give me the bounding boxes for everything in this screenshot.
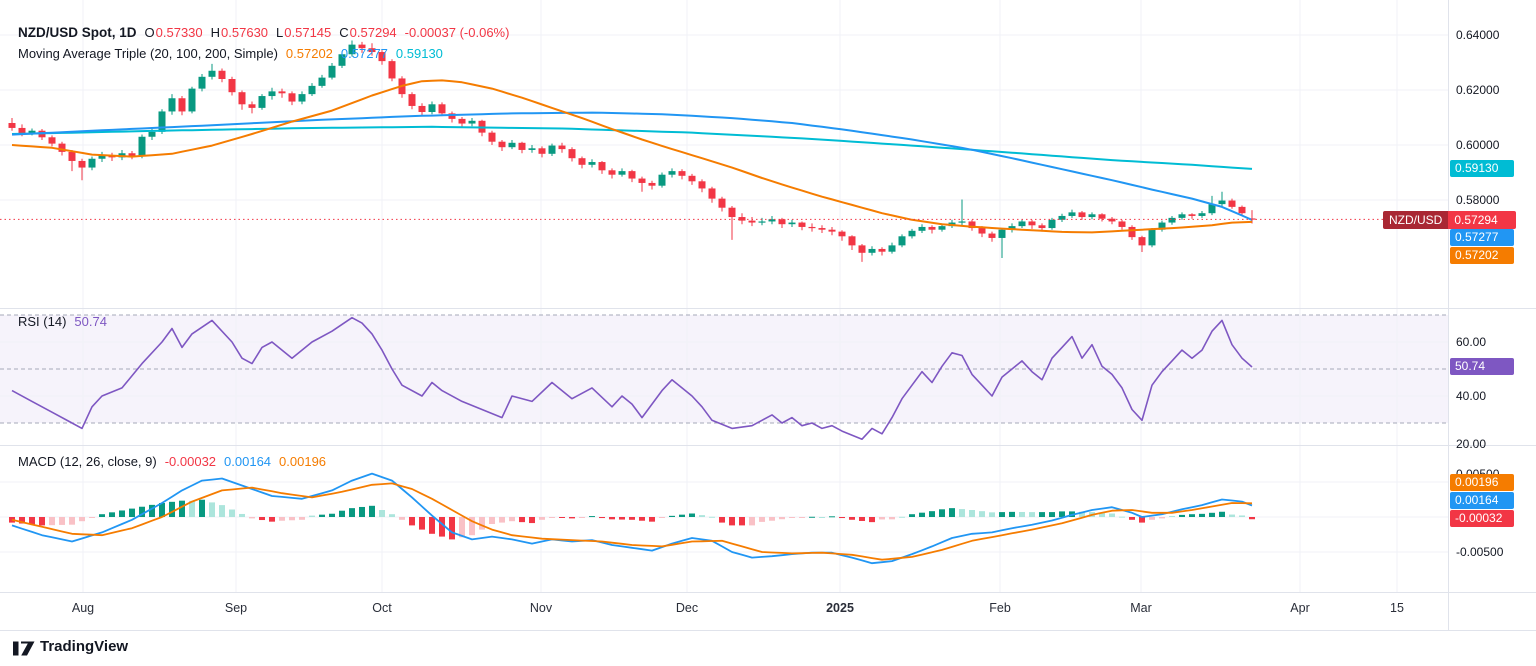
time-tick-label: Aug bbox=[71, 601, 95, 615]
axis-label: 20.00 bbox=[1456, 437, 1487, 451]
ohlc-close: C 0.57294 bbox=[339, 25, 397, 40]
axis-value-badge: 50.74 bbox=[1450, 358, 1514, 375]
price-scale[interactable]: 0.64000 0.62000 0.60000 0.58000 60.00 40.00 20… bbox=[1383, 0, 1536, 630]
ma20-value: 0.57202 bbox=[285, 46, 333, 61]
macd-line bbox=[11, 472, 1253, 565]
pane-separator[interactable] bbox=[0, 445, 1536, 446]
macd-signal-value: 0.00196 bbox=[279, 454, 327, 469]
rsi-value: 50.74 bbox=[74, 314, 107, 329]
ma-indicator-title: Moving Average Triple (20, 100, 200, Sim… bbox=[18, 46, 278, 61]
time-tick-label: Sep bbox=[224, 601, 248, 615]
rsi-legend-row[interactable]: RSI (14) 50.74 bbox=[18, 311, 107, 332]
footer-separator bbox=[0, 630, 1536, 631]
axis-label: 0.64000 bbox=[1456, 28, 1500, 42]
axis-label: 0.58000 bbox=[1456, 193, 1500, 207]
axis-label: -0.00500 bbox=[1456, 545, 1504, 559]
macd-hist-value: -0.00032 bbox=[164, 454, 217, 469]
time-tick-label: Nov bbox=[529, 601, 553, 615]
tradingview-logo-icon[interactable] bbox=[13, 641, 35, 656]
rsi-line bbox=[11, 316, 1253, 440]
ma100-value: 0.57277 bbox=[340, 46, 388, 61]
axis-value-badge: 0.59130 bbox=[1450, 160, 1514, 177]
time-axis-separator bbox=[0, 592, 1536, 593]
ohlc-low: L 0.57145 bbox=[276, 25, 332, 40]
macd-indicator-title: MACD (12, 26, close, 9) bbox=[18, 454, 157, 469]
symbol-title: NZD/USD Spot, 1D bbox=[18, 25, 137, 40]
ma200-value: 0.59130 bbox=[395, 46, 443, 61]
legend-rsi: RSI (14) 50.74 bbox=[18, 311, 107, 332]
macd-legend-row[interactable]: MACD (12, 26, close, 9) -0.00032 0.00164… bbox=[18, 451, 326, 472]
time-tick-label: Dec bbox=[675, 601, 699, 615]
axis-value-badge: 0.00164 bbox=[1450, 492, 1514, 509]
ma-100-line bbox=[11, 111, 1253, 221]
time-tick-label: 15 bbox=[1390, 601, 1404, 615]
macd-pane-canvas[interactable] bbox=[0, 445, 1448, 592]
time-tick-label: Apr bbox=[1290, 601, 1310, 615]
pane-separator[interactable] bbox=[0, 308, 1536, 309]
ohlc-high: H 0.57630 bbox=[210, 25, 269, 40]
ma-20-line bbox=[11, 79, 1253, 234]
time-tick-label: Mar bbox=[1130, 601, 1152, 615]
legend-macd: MACD (12, 26, close, 9) -0.00032 0.00164… bbox=[18, 451, 326, 472]
axis-value-badge: 0.57202 bbox=[1450, 247, 1514, 264]
axis-value-badge: 0.00196 bbox=[1450, 474, 1514, 491]
macd-line-value: 0.00164 bbox=[224, 454, 272, 469]
time-tick-label: Oct bbox=[372, 601, 392, 615]
price-pane-canvas[interactable] bbox=[0, 0, 1448, 308]
time-tick-label: Feb bbox=[989, 601, 1011, 615]
ohlc-open: O 0.57330 bbox=[144, 25, 203, 40]
tradingview-brand[interactable]: TradingView bbox=[40, 638, 129, 655]
rsi-indicator-title: RSI (14) bbox=[18, 314, 67, 329]
ma-legend-row[interactable]: Moving Average Triple (20, 100, 200, Sim… bbox=[18, 43, 509, 64]
axis-label: 40.00 bbox=[1456, 389, 1487, 403]
symbol-legend-row[interactable]: NZD/USD Spot, 1D O 0.57330 H 0.57630 L 0.57… bbox=[18, 22, 509, 43]
axis-label: 0.62000 bbox=[1456, 83, 1500, 97]
change-value: -0.00037 (-0.06%) bbox=[404, 25, 510, 40]
legend-main: NZD/USD Spot, 1D O 0.57330 H 0.57630 L 0.57… bbox=[18, 22, 509, 64]
axis-value-badge: -0.00032 bbox=[1450, 510, 1514, 527]
macd-histogram bbox=[9, 499, 1255, 540]
price-scale-separator bbox=[1448, 0, 1449, 630]
time-tick-label: 2025 bbox=[826, 601, 854, 615]
ma-200-line bbox=[11, 125, 1253, 170]
axis-value-badge: 0.57277 bbox=[1450, 229, 1514, 246]
axis-label: 0.60000 bbox=[1456, 138, 1500, 152]
axis-label: 60.00 bbox=[1456, 335, 1487, 349]
macd-signal-line bbox=[11, 482, 1253, 561]
time-scale[interactable]: Aug Sep Oct Nov Dec 2025 Feb Mar Apr 15 bbox=[0, 592, 1536, 630]
rsi-pane-canvas[interactable] bbox=[0, 308, 1448, 445]
candlestick-series bbox=[8, 40, 1256, 262]
footer: TradingView bbox=[0, 631, 1536, 666]
symbol-price-badge: NZD/USD 0.57294 bbox=[1383, 211, 1517, 229]
